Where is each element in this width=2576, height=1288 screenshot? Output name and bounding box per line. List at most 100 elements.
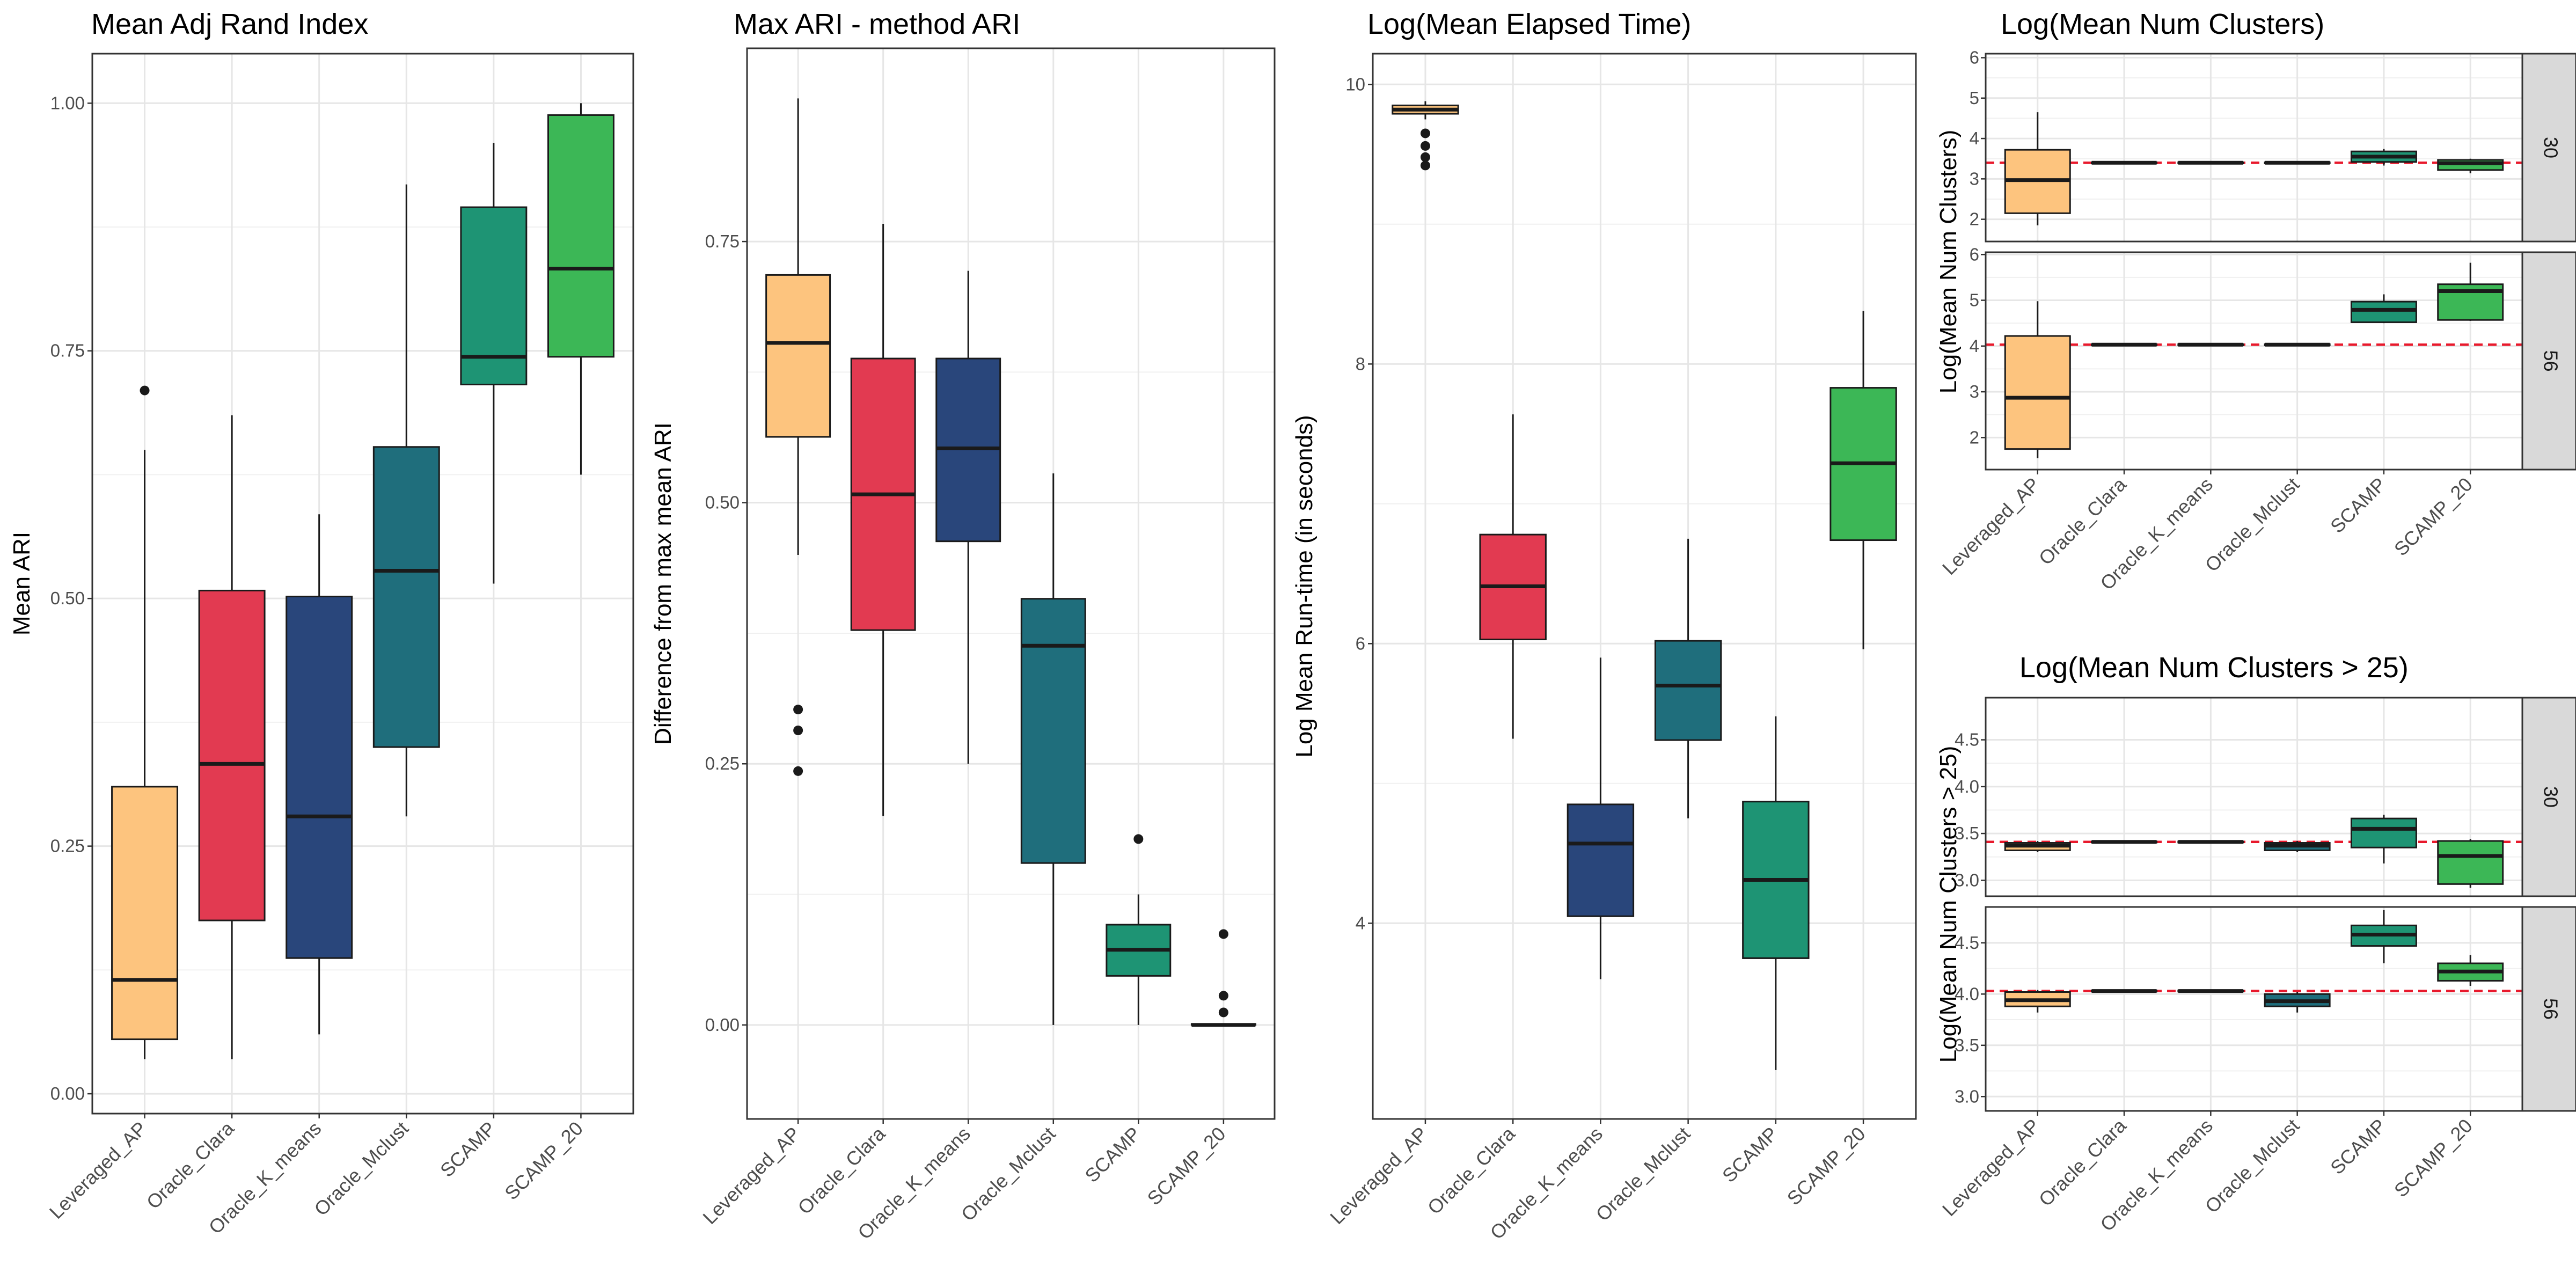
box-Oracle_Mclust xyxy=(2264,841,2331,852)
box-Leveraged_AP xyxy=(111,385,179,1059)
outlier-point xyxy=(793,725,803,735)
box-SCAMP xyxy=(1742,716,1810,1070)
panel-background xyxy=(1373,54,1916,1119)
x-tick-label: SCAMP_20 xyxy=(1783,1123,1870,1210)
strip-background xyxy=(2521,251,2576,471)
y-tick-label: 3.0 xyxy=(1955,870,1979,890)
plot-area: 23456Leveraged_APOracle_ClaraOracle_K_me… xyxy=(1938,244,2523,594)
strip-background xyxy=(2521,697,2576,897)
plot-area: 3.0 3.5 4.0 4.5 xyxy=(1955,697,2523,897)
box-Oracle_K_means xyxy=(286,514,353,1035)
box-Oracle_Clara xyxy=(2091,989,2158,993)
box-body xyxy=(2350,301,2417,323)
box-body xyxy=(1567,803,1635,917)
x-tick-label: SCAMP_20 xyxy=(2390,1115,2477,1202)
box-SCAMP xyxy=(460,143,528,584)
y-axis-label: Mean ARI xyxy=(9,532,35,635)
box-SCAMP xyxy=(2350,149,2417,166)
y-tick-label: 0.50 xyxy=(705,493,740,513)
x-tick-label: Leveraged_AP xyxy=(45,1117,151,1223)
x-tick-label: SCAMP xyxy=(1080,1123,1145,1187)
y-tick-label: 0.25 xyxy=(50,836,85,856)
box-Oracle_Clara xyxy=(2091,840,2158,844)
chart-clusters: Log(Mean Num Clusters)234563023456Levera… xyxy=(1935,8,2576,594)
box-Oracle_Clara xyxy=(850,223,916,816)
box-Oracle_K_means xyxy=(2177,989,2244,993)
box-Oracle_Clara xyxy=(198,415,266,1059)
x-tick-label: Oracle_Mclust xyxy=(1592,1123,1695,1226)
x-tick-label: Leveraged_AP xyxy=(1938,473,2044,579)
box-Leveraged_AP xyxy=(2004,112,2071,225)
outlier-point xyxy=(1133,834,1144,844)
box-SCAMP xyxy=(2350,910,2417,964)
strip-label: 56 xyxy=(2540,998,2562,1020)
y-tick-label: 0.75 xyxy=(50,341,85,361)
facet-strip: 56 xyxy=(2521,251,2576,471)
box-Oracle_K_means xyxy=(2177,342,2244,347)
outlier-point xyxy=(1420,160,1430,171)
box-body xyxy=(2437,840,2504,885)
box-SCAMP_20 xyxy=(547,103,614,475)
y-tick-label: 5 xyxy=(1970,290,1979,310)
plot-area: 46810Leveraged_APOracle_ClaraOracle_K_me… xyxy=(1326,53,1917,1243)
x-tick-label: SCAMP_20 xyxy=(2390,473,2477,560)
y-tick-label: 0.50 xyxy=(50,588,85,608)
x-tick-label: SCAMP_20 xyxy=(500,1117,587,1204)
box-SCAMP xyxy=(2350,294,2417,324)
box-body xyxy=(198,589,266,921)
box-body xyxy=(2004,335,2071,450)
box-SCAMP_20 xyxy=(2437,839,2504,888)
y-tick-label: 6 xyxy=(1970,244,1979,264)
plot-area: 2 3 4 5 6 xyxy=(1970,48,2523,243)
y-tick-label: 3.0 xyxy=(1955,1086,1979,1106)
box-Oracle_Mclust xyxy=(2264,160,2331,165)
box-Leveraged_AP xyxy=(2004,301,2071,458)
strip-background xyxy=(2521,906,2576,1112)
y-tick-label: 4.5 xyxy=(1955,730,1979,750)
chart-title: Log(Mean Num Clusters > 25) xyxy=(2019,652,2409,684)
y-tick-label: 8 xyxy=(1356,354,1365,374)
y-tick-label: 0.75 xyxy=(705,231,740,251)
x-tick-label: Leveraged_AP xyxy=(1938,1115,2044,1220)
y-tick-label: 10 xyxy=(1345,74,1365,94)
y-tick-label: 2 xyxy=(1970,209,1979,229)
outlier-point xyxy=(1218,1007,1228,1018)
y-axis-label: Log(Mean Num Clusters > 25) xyxy=(1935,746,1962,1063)
y-tick-label: 4.5 xyxy=(1955,933,1979,953)
chart-title: Max ARI - method ARI xyxy=(734,8,1020,40)
panel-border xyxy=(1372,53,1917,1120)
strip-background xyxy=(2521,53,2576,243)
chart-title: Mean Adj Rand Index xyxy=(91,8,368,40)
panel-background xyxy=(1986,54,2522,241)
outlier-point xyxy=(1218,929,1228,939)
box-Leveraged_AP xyxy=(2004,990,2071,1013)
box-Oracle_K_means xyxy=(2177,840,2244,844)
outlier-point xyxy=(1420,141,1430,151)
chart-maxari: Max ARI - method ARI 0.00 0.25 0.50 0.75 Leve… xyxy=(650,8,1276,1243)
y-axis-label: Log Mean Run-time (in seconds) xyxy=(1291,415,1318,757)
box-SCAMP_20 xyxy=(1190,929,1256,1027)
y-axis-label: Difference from max mean ARI xyxy=(650,422,676,745)
x-tick-label: Oracle_Clara xyxy=(142,1117,239,1213)
y-tick-label: 2 xyxy=(1970,427,1979,447)
y-tick-label: 6 xyxy=(1356,633,1365,653)
box-body xyxy=(111,786,179,1041)
facet-strip: 30 xyxy=(2521,697,2576,897)
box-body xyxy=(2350,817,2417,848)
y-tick-label: 3.5 xyxy=(1955,823,1979,843)
chart-ari: Mean Adj Rand Index 0.00 0.25 0.50 0.75 1.00 L… xyxy=(9,8,634,1238)
box-Leveraged_AP xyxy=(2004,841,2071,852)
x-tick-label: Oracle_Clara xyxy=(1423,1122,1520,1219)
facet-strip: 30 xyxy=(2521,53,2576,243)
box-Oracle_Mclust xyxy=(1654,538,1722,818)
panel-background xyxy=(92,54,633,1114)
box-SCAMP xyxy=(2350,815,2417,863)
y-tick-label: 0.25 xyxy=(705,753,740,773)
x-tick-label: Leveraged_AP xyxy=(698,1123,804,1228)
x-tick-label: SCAMP_20 xyxy=(1143,1123,1230,1210)
box-body xyxy=(547,114,614,358)
box-Leveraged_AP xyxy=(1392,101,1459,171)
chart-title: Log(Mean Num Clusters) xyxy=(2001,8,2324,40)
y-tick-label: 0.00 xyxy=(705,1015,740,1035)
y-tick-label: 4.0 xyxy=(1955,777,1979,796)
